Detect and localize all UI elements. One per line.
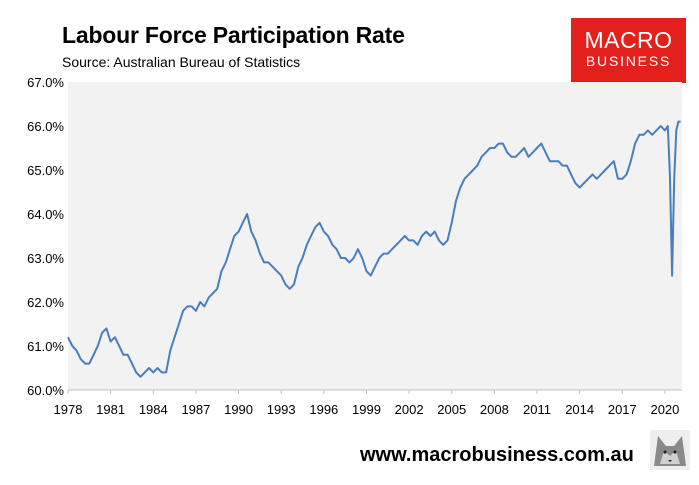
y-tick-label: 61.0%: [27, 339, 64, 354]
x-tick-label: 1996: [309, 402, 338, 417]
x-tick-label: 2017: [608, 402, 637, 417]
y-axis: 60.0% 61.0% 62.0% 63.0% 64.0% 65.0% 66.0% 67.0%: [27, 75, 64, 398]
x-tick-label: 2020: [650, 402, 679, 417]
x-tick-label: 2011: [523, 402, 551, 417]
x-tick-label: 2005: [437, 402, 466, 417]
logo-line1: MACRO: [584, 27, 673, 53]
chart-source: Source: Australian Bureau of Statistics: [62, 54, 301, 70]
x-tick-label: 1987: [181, 402, 210, 417]
y-tick-label: 66.0%: [27, 119, 64, 134]
macrobusiness-logo[interactable]: MACRO BUSINESS: [571, 18, 686, 83]
series-line: [67, 120, 681, 378]
wolf-logo-icon: [650, 430, 690, 470]
x-axis: 1978 1981 1984 1987 1990 1993 1996 1999 2002 2005…: [54, 390, 679, 417]
x-tick-label: 1993: [267, 402, 296, 417]
chart-title: Labour Force Participation Rate: [62, 22, 405, 48]
x-tick-label: 1981: [96, 402, 125, 417]
x-tick-label: 1984: [139, 402, 168, 417]
x-tick-label: 2008: [480, 402, 509, 417]
y-tick-label: 63.0%: [27, 251, 64, 266]
y-tick-label: 64.0%: [27, 207, 64, 222]
y-tick-label: 65.0%: [27, 163, 64, 178]
x-tick-label: 1999: [352, 402, 381, 417]
y-tick-label: 67.0%: [27, 75, 64, 90]
x-tick-label: 2002: [395, 402, 424, 417]
y-tick-label: 62.0%: [27, 295, 64, 310]
x-tick-label: 2014: [565, 402, 594, 417]
x-tick-label: 1990: [224, 402, 253, 417]
website-url[interactable]: www.macrobusiness.com.au: [360, 444, 634, 466]
x-tick-label: 1978: [54, 402, 83, 417]
y-tick-label: 60.0%: [27, 383, 64, 398]
plot-area: [68, 82, 682, 390]
logo-line2: BUSINESS: [585, 53, 672, 69]
